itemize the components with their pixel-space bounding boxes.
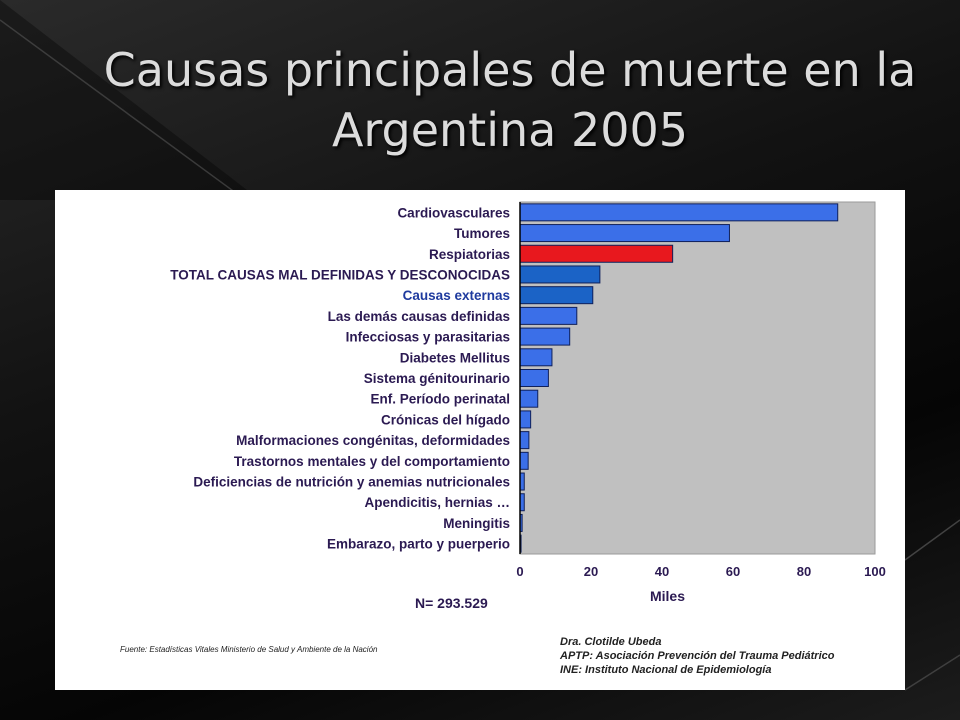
category-label: Embarazo, parto y puerperio [327, 537, 510, 552]
category-label: Apendicitis, hernias … [364, 495, 510, 510]
bar [519, 244, 674, 263]
bar [519, 306, 578, 325]
bar [519, 389, 539, 408]
x-tick-label: 100 [864, 564, 886, 579]
bar [519, 369, 549, 387]
category-label: Diabetes Mellitus [400, 350, 510, 365]
credits: Dra. Clotilde Ubeda APTP: Asociación Pre… [560, 635, 834, 677]
credit-association: APTP: Asociación Prevención del Trauma P… [560, 650, 835, 662]
total-count: N= 293.529 [415, 595, 488, 611]
category-label: Las demás causas definidas [328, 309, 510, 324]
category-label: Enf. Período perinatal [370, 392, 510, 407]
source-note: Fuente: Estadísticas Vitales Ministerio … [120, 645, 378, 654]
slide-title: Causas principales de muerte en la Argen… [103, 43, 917, 157]
category-label: Infecciosas y parasitarias [346, 330, 510, 345]
bar [519, 286, 594, 305]
category-label: Respiatorias [429, 247, 510, 262]
category-label: Meningitis [443, 516, 510, 531]
bar [519, 451, 529, 470]
bar [519, 410, 532, 429]
bar [519, 265, 601, 284]
category-label: Malformaciones congénitas, deformidades [236, 433, 510, 448]
credit-institute: INE: Instituto Nacional de Epidemiología [560, 664, 772, 676]
bar [519, 348, 553, 367]
category-label: Causas externas [403, 288, 510, 303]
category-label: Sistema génitourinario [364, 371, 510, 386]
credit-author: Dra. Clotilde Ubeda [560, 636, 662, 648]
x-axis-title: Miles [650, 588, 685, 604]
category-label: Trastornos mentales y del comportamiento [234, 454, 510, 469]
bar [519, 327, 571, 346]
bar [519, 431, 530, 450]
x-tick-label: 20 [584, 564, 598, 579]
bar-chart: Cardiovasculares Tumores Respiatorias TOTAL… [170, 201, 886, 604]
category-label: Deficiencias de nutrición y anemias nutr… [193, 475, 510, 490]
category-label: Cardiovasculares [397, 205, 510, 220]
category-label: Crónicas del hígado [381, 412, 510, 427]
chart-panel: Cardiovasculares Tumores Respiatorias TOTAL… [55, 190, 905, 690]
x-tick-label: 40 [655, 564, 669, 579]
bar [519, 224, 730, 243]
x-tick-label: 0 [516, 564, 523, 579]
x-tick-label: 80 [797, 564, 811, 579]
bar [519, 203, 839, 222]
category-label: Tumores [454, 226, 510, 241]
x-tick-label: 60 [726, 564, 740, 579]
category-label: TOTAL CAUSAS MAL DEFINIDAS Y DESCONOCIDA… [170, 267, 510, 282]
